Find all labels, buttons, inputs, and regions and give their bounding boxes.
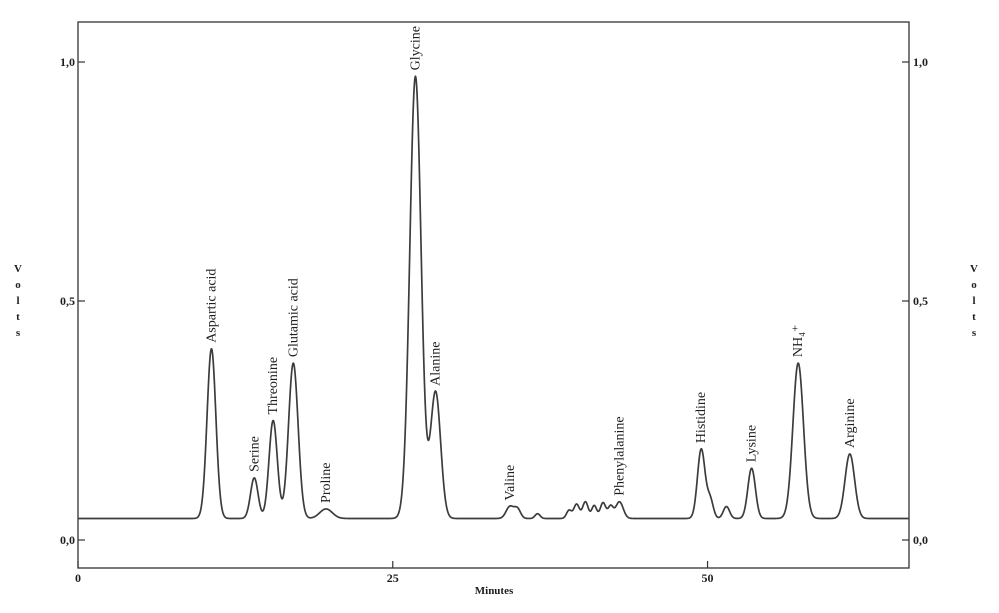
ylabel-right-letter-1: o	[971, 279, 977, 291]
y-tick-label-right-1: 0,5	[913, 294, 928, 308]
y-tick-label-left-1: 0,5	[60, 294, 75, 308]
ylabel-left-letter-1: o	[15, 279, 21, 291]
peak-label-11: NH₄⁺	[791, 325, 806, 358]
peak-label-12: Arginine	[843, 398, 858, 448]
peak-label-5: Glycine	[408, 26, 423, 70]
peak-label-4: Proline	[319, 462, 334, 502]
ylabel-right-letter-2: l	[972, 295, 975, 307]
y-tick-label-left-0: 0,0	[60, 533, 75, 547]
peak-label-0: Aspartic acid	[204, 269, 219, 343]
axis-ticks: 0,0 0,0 0,5 0,5 1,0 1,0 0 25 50	[60, 55, 928, 585]
peak-label-8: Phenylalanine	[612, 416, 627, 495]
plot-frame	[77, 21, 910, 569]
ylabel-left-letter-0: V	[14, 263, 22, 275]
x-axis-label: Minutes	[475, 585, 514, 597]
chromatogram-trace	[77, 75, 910, 520]
x-tick-label-2: 50	[702, 571, 714, 585]
peak-label-6: Alanine	[429, 341, 444, 385]
ylabel-left-letter-3: t	[16, 311, 20, 323]
x-tick-label-0: 0	[75, 571, 81, 585]
peak-labels: Aspartic acid Serine Threonine Glutamic aci…	[204, 26, 857, 503]
peak-label-7: Valine	[503, 465, 518, 501]
y-tick-label-right-0: 0,0	[913, 533, 928, 547]
peak-label-2: Threonine	[266, 357, 281, 415]
ylabel-left-letter-2: l	[16, 295, 19, 307]
peak-label-9: Histidine	[694, 392, 709, 443]
peak-label-1: Serine	[247, 436, 262, 472]
ylabel-left-letter-4: s	[16, 327, 21, 339]
y-tick-label-left-2: 1,0	[60, 55, 75, 69]
peak-label-3: Glutamic acid	[286, 278, 301, 357]
y-tick-label-right-2: 1,0	[913, 55, 928, 69]
ylabel-right-letter-4: s	[972, 327, 977, 339]
ylabel-right-letter-3: t	[972, 311, 976, 323]
peak-label-10: Lysine	[745, 425, 760, 462]
x-tick-label-1: 25	[387, 571, 399, 585]
ylabel-right-letter-0: V	[970, 263, 978, 275]
